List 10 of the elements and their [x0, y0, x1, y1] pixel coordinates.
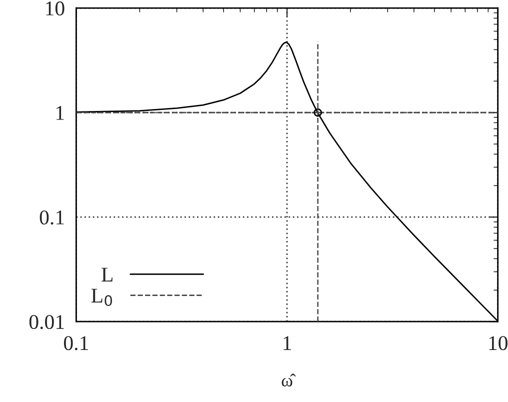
y-tick-label: 10 [46, 1, 64, 16]
legend-label: L$_{0}$ [91, 288, 112, 306]
x-tick-label: 0.1 [64, 336, 88, 350]
legend-label: L [102, 268, 112, 282]
x-tick-label: 10 [489, 336, 508, 350]
y-tick-label: 0.1 [40, 210, 64, 225]
x-tick-label: 1 [284, 336, 291, 350]
x-axis-title: ω̂ [282, 374, 296, 387]
y-tick-label: 1 [56, 106, 64, 120]
y-tick-label: 0.01 [29, 314, 64, 330]
